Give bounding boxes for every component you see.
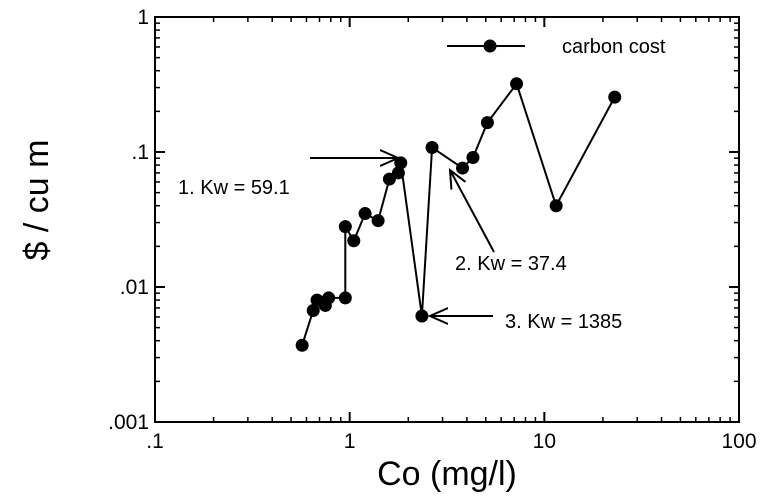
- ticks-layer: .1 1 10 100 .001 .01 .1 1: [108, 6, 756, 453]
- x-tick-label: 10: [533, 430, 556, 453]
- data-point: [371, 214, 385, 228]
- data-point: [295, 338, 309, 352]
- x-axis-label: Co (mg/l): [377, 455, 517, 493]
- y-tick-label: .1: [131, 141, 149, 164]
- data-point: [415, 309, 429, 323]
- y-tick-label: .01: [120, 276, 149, 299]
- data-point: [608, 90, 622, 104]
- annotation-label: 2. Kw = 37.4: [455, 253, 567, 275]
- data-point: [358, 207, 372, 221]
- annotation-label: 1. Kw = 59.1: [178, 177, 290, 199]
- data-point: [480, 116, 494, 130]
- x-tick-label: 100: [721, 430, 756, 453]
- y-axis-label: $ / cu m: [18, 140, 56, 261]
- data-point: [338, 220, 352, 234]
- data-point: [391, 166, 405, 180]
- y-tick-label: 1: [137, 6, 149, 29]
- annotation-label: 3. Kw = 1385: [505, 311, 622, 333]
- data-point: [549, 199, 563, 213]
- legend-marker: [483, 39, 497, 53]
- data-point: [338, 291, 352, 305]
- legend: carbon cost: [447, 36, 666, 58]
- plot-frame: [154, 16, 740, 423]
- data-point: [466, 151, 480, 165]
- y-tick-label: .001: [108, 411, 149, 434]
- data-point: [347, 234, 361, 248]
- data-point: [456, 161, 470, 175]
- annotation-arrow: [450, 170, 495, 253]
- data-point: [510, 77, 524, 91]
- data-point: [306, 303, 320, 317]
- series-line: [301, 81, 616, 346]
- x-tick-label: 1: [344, 430, 356, 453]
- annotations-layer: 1. Kw = 59.1 2. Kw = 37.4 3. Kw = 1385: [178, 158, 622, 333]
- legend-label: carbon cost: [562, 36, 666, 58]
- data-point: [322, 291, 336, 305]
- data-point: [425, 140, 439, 154]
- x-tick-label: .1: [146, 430, 164, 453]
